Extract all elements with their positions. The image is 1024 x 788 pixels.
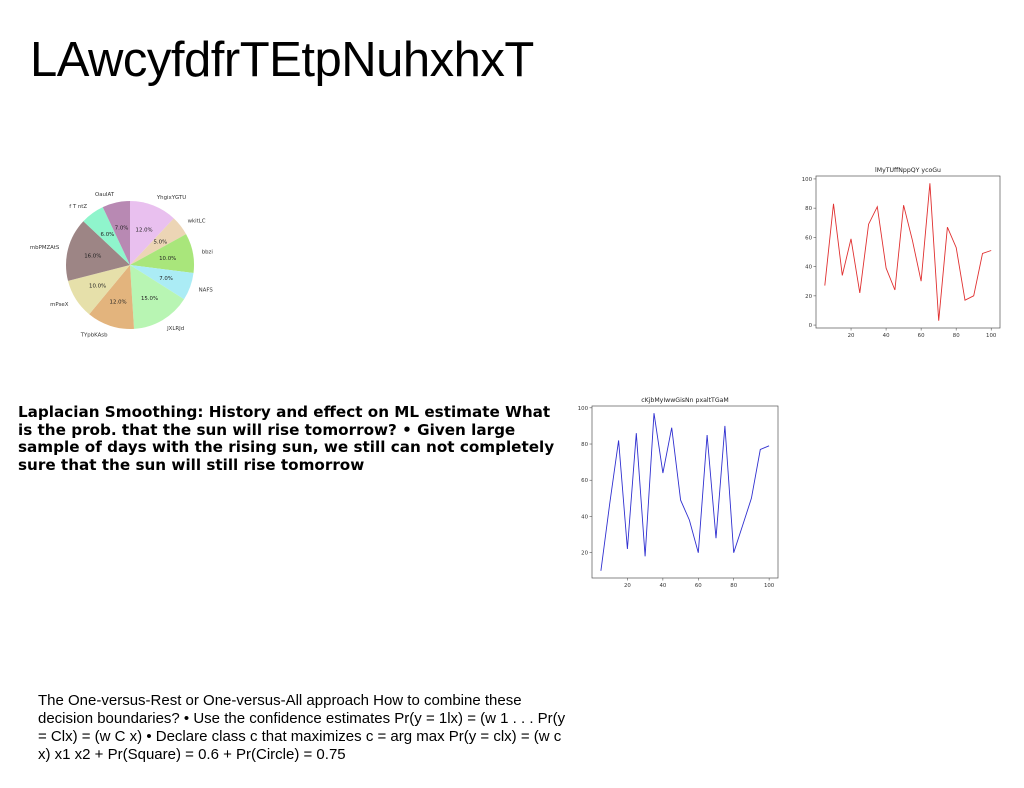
- chart-title: lMyTUffNppQY ycoGu: [875, 167, 941, 174]
- pie-label: mPseX: [50, 302, 69, 308]
- x-tick-label: 100: [986, 333, 997, 339]
- pie-label: f T ntZ: [69, 204, 87, 210]
- laplacian-smoothing-text: Laplacian Smoothing: History and effect …: [18, 404, 558, 474]
- y-tick-label: 100: [802, 177, 813, 183]
- plot-frame: [592, 406, 778, 578]
- pie-value-label: 5.0%: [153, 240, 167, 246]
- pie-label: NAFS: [199, 288, 214, 294]
- page-title: LAwcyfdfrTEtpNuhxhxT: [30, 32, 534, 88]
- pie-label: wkitLC: [188, 218, 206, 224]
- x-tick-label: 60: [918, 333, 925, 339]
- y-tick-label: 20: [581, 551, 588, 557]
- line-chart-blue: cKjbMyIwwGisNn pxaltTGaM 20 40 60 80 100 20 40 6…: [562, 390, 784, 590]
- x-tick-label: 100: [764, 583, 775, 589]
- y-tick-label: 60: [805, 235, 812, 241]
- pie-chart: YhgixYGTU 12.0% wkitLC 5.0% bbzi 10.0% NAFS 7.0…: [28, 180, 228, 360]
- x-tick-label: 60: [695, 583, 702, 589]
- pie-value-label: 7.0%: [115, 226, 129, 232]
- one-vs-rest-text: The One-versus-Rest or One-versus-All ap…: [38, 692, 568, 764]
- series-line: [825, 183, 991, 320]
- series-line: [601, 413, 769, 571]
- pie-value-label: 15.0%: [141, 296, 158, 302]
- pie-value-label: 16.0%: [84, 254, 101, 260]
- pie-value-label: 6.0%: [101, 232, 115, 238]
- x-tick-label: 80: [730, 583, 737, 589]
- plot-frame: [816, 176, 1000, 328]
- y-tick-label: 80: [581, 442, 588, 448]
- pie-value-label: 12.0%: [136, 227, 153, 233]
- y-tick-label: 40: [805, 265, 812, 271]
- pie-value-label: 10.0%: [89, 284, 106, 290]
- pie-label: OauIAT: [95, 192, 115, 198]
- x-tick-label: 20: [848, 333, 855, 339]
- pie-label: TYpbKAsb: [80, 332, 108, 338]
- y-tick-label: 20: [805, 294, 812, 300]
- pie-value-label: 12.0%: [110, 300, 127, 306]
- pie-label: JXLRJd: [166, 326, 184, 332]
- y-tick-label: 0: [809, 323, 813, 329]
- x-tick-label: 20: [624, 583, 631, 589]
- x-tick-label: 80: [953, 333, 960, 339]
- pie-label: bbzi: [202, 249, 213, 255]
- x-tick-label: 40: [659, 583, 666, 589]
- pie-value-label: 10.0%: [159, 256, 176, 262]
- x-tick-label: 40: [883, 333, 890, 339]
- y-tick-label: 100: [578, 406, 589, 412]
- y-tick-label: 40: [581, 514, 588, 520]
- pie-label: YhgixYGTU: [156, 195, 186, 201]
- line-chart-red: lMyTUffNppQY ycoGu 20 40 60 80 100 0 20 40 60 80 10…: [790, 162, 1012, 344]
- y-tick-label: 80: [805, 206, 812, 212]
- y-tick-label: 60: [581, 478, 588, 484]
- chart-title: cKjbMyIwwGisNn pxaltTGaM: [641, 397, 729, 404]
- pie-label: mbPMZAtS: [30, 245, 60, 251]
- pie-value-label: 7.0%: [159, 276, 173, 282]
